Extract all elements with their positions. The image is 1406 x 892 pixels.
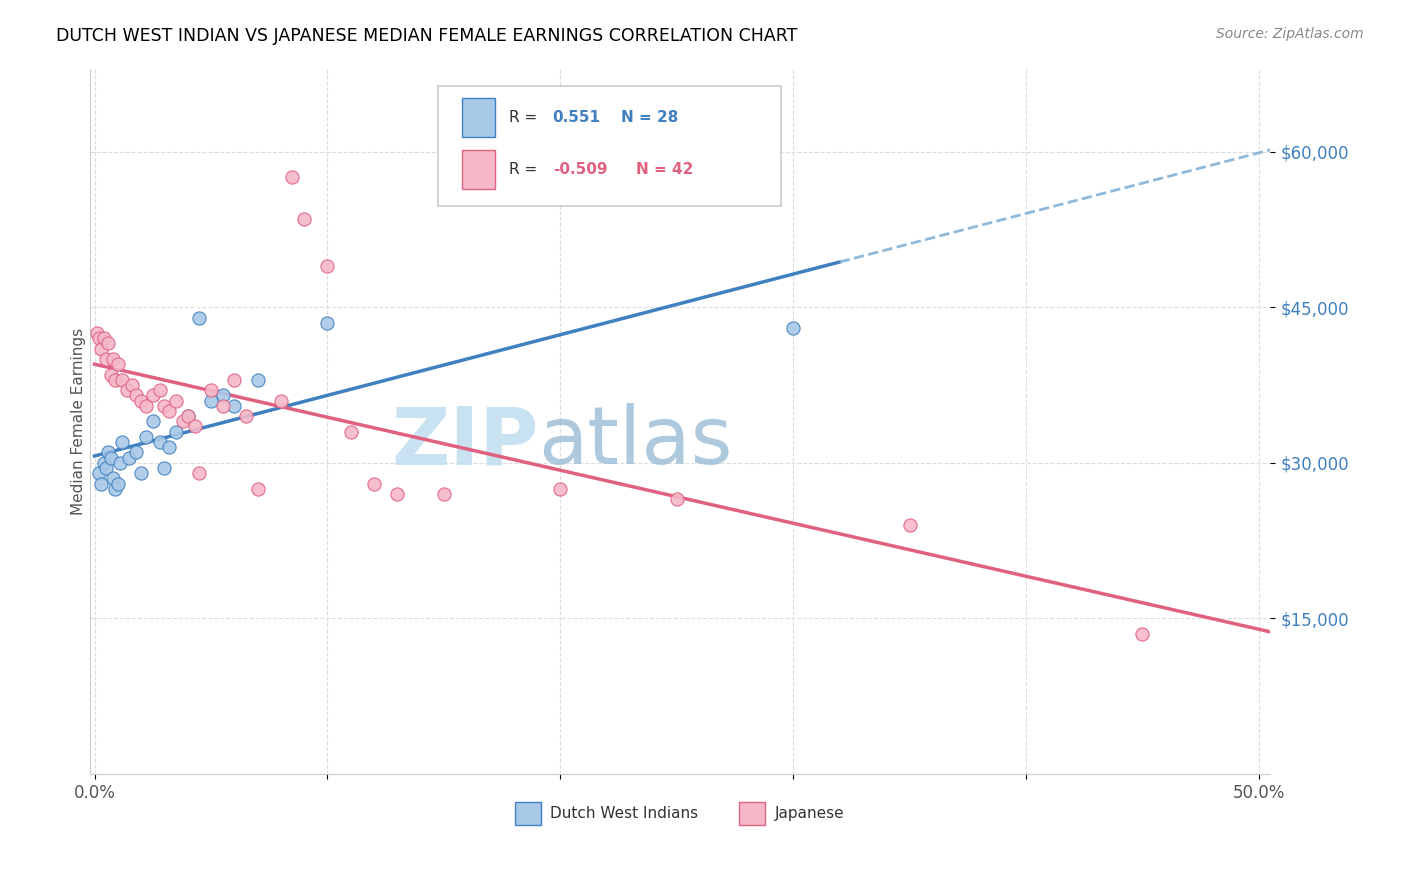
- Point: [93, 456, 115, 470]
- Text: N = 28: N = 28: [621, 111, 679, 125]
- Text: DUTCH WEST INDIAN VS JAPANESE MEDIAN FEMALE EARNINGS CORRELATION CHART: DUTCH WEST INDIAN VS JAPANESE MEDIAN FEM…: [56, 27, 797, 45]
- Point: [1132, 627, 1154, 641]
- Point: [235, 409, 257, 423]
- Y-axis label: Median Female Earnings: Median Female Earnings: [72, 327, 86, 515]
- Point: [281, 170, 304, 185]
- Bar: [740, 802, 765, 825]
- Point: [292, 211, 315, 226]
- Point: [125, 445, 148, 459]
- Text: Source: ZipAtlas.com: Source: ZipAtlas.com: [1216, 27, 1364, 41]
- Point: [97, 336, 120, 351]
- Point: [107, 357, 129, 371]
- Point: [93, 331, 115, 345]
- Point: [188, 466, 211, 480]
- Point: [200, 393, 222, 408]
- Point: [94, 461, 117, 475]
- Point: [118, 450, 141, 465]
- Point: [157, 440, 180, 454]
- Point: [316, 259, 339, 273]
- Point: [101, 471, 124, 485]
- Point: [107, 476, 129, 491]
- Point: [111, 373, 134, 387]
- Point: [135, 399, 157, 413]
- Point: [200, 383, 222, 397]
- Point: [246, 482, 269, 496]
- Point: [316, 316, 339, 330]
- Point: [100, 450, 122, 465]
- Point: [108, 456, 131, 470]
- Point: [176, 409, 198, 423]
- Point: [86, 326, 108, 340]
- Point: [153, 399, 176, 413]
- Text: N = 42: N = 42: [637, 162, 693, 178]
- Point: [363, 476, 385, 491]
- Point: [142, 388, 165, 402]
- Point: [129, 466, 152, 480]
- Text: Dutch West Indians: Dutch West Indians: [550, 805, 699, 821]
- Point: [165, 425, 187, 439]
- Point: [433, 487, 456, 501]
- Point: [548, 482, 571, 496]
- Point: [89, 331, 111, 345]
- Point: [94, 351, 117, 366]
- Point: [101, 351, 124, 366]
- Bar: [461, 98, 495, 137]
- Point: [121, 378, 143, 392]
- Point: [111, 435, 134, 450]
- Point: [165, 393, 187, 408]
- Point: [90, 342, 112, 356]
- Point: [89, 466, 111, 480]
- Text: -0.509: -0.509: [553, 162, 607, 178]
- Text: atlas: atlas: [538, 403, 733, 482]
- Point: [100, 368, 122, 382]
- Point: [129, 393, 152, 408]
- Point: [90, 476, 112, 491]
- Bar: [515, 802, 541, 825]
- Point: [115, 383, 138, 397]
- Point: [135, 430, 157, 444]
- FancyBboxPatch shape: [439, 87, 780, 206]
- Point: [211, 388, 233, 402]
- Text: R =: R =: [509, 111, 543, 125]
- Point: [104, 482, 127, 496]
- Point: [782, 321, 804, 335]
- Point: [125, 388, 148, 402]
- Text: 0.551: 0.551: [553, 111, 600, 125]
- Point: [149, 435, 172, 450]
- Text: Japanese: Japanese: [775, 805, 844, 821]
- Point: [157, 404, 180, 418]
- Text: ZIP: ZIP: [391, 403, 538, 482]
- Point: [104, 373, 127, 387]
- Point: [153, 461, 176, 475]
- Point: [270, 393, 292, 408]
- Point: [224, 399, 246, 413]
- Point: [172, 414, 194, 428]
- Point: [176, 409, 198, 423]
- Bar: [461, 150, 495, 189]
- Point: [224, 373, 246, 387]
- Point: [898, 518, 921, 533]
- Point: [339, 425, 361, 439]
- Point: [149, 383, 172, 397]
- Point: [387, 487, 409, 501]
- Text: R =: R =: [509, 162, 543, 178]
- Point: [142, 414, 165, 428]
- Point: [211, 399, 233, 413]
- Point: [246, 373, 269, 387]
- Point: [665, 492, 688, 507]
- Point: [97, 445, 120, 459]
- Point: [183, 419, 205, 434]
- Point: [188, 310, 211, 325]
